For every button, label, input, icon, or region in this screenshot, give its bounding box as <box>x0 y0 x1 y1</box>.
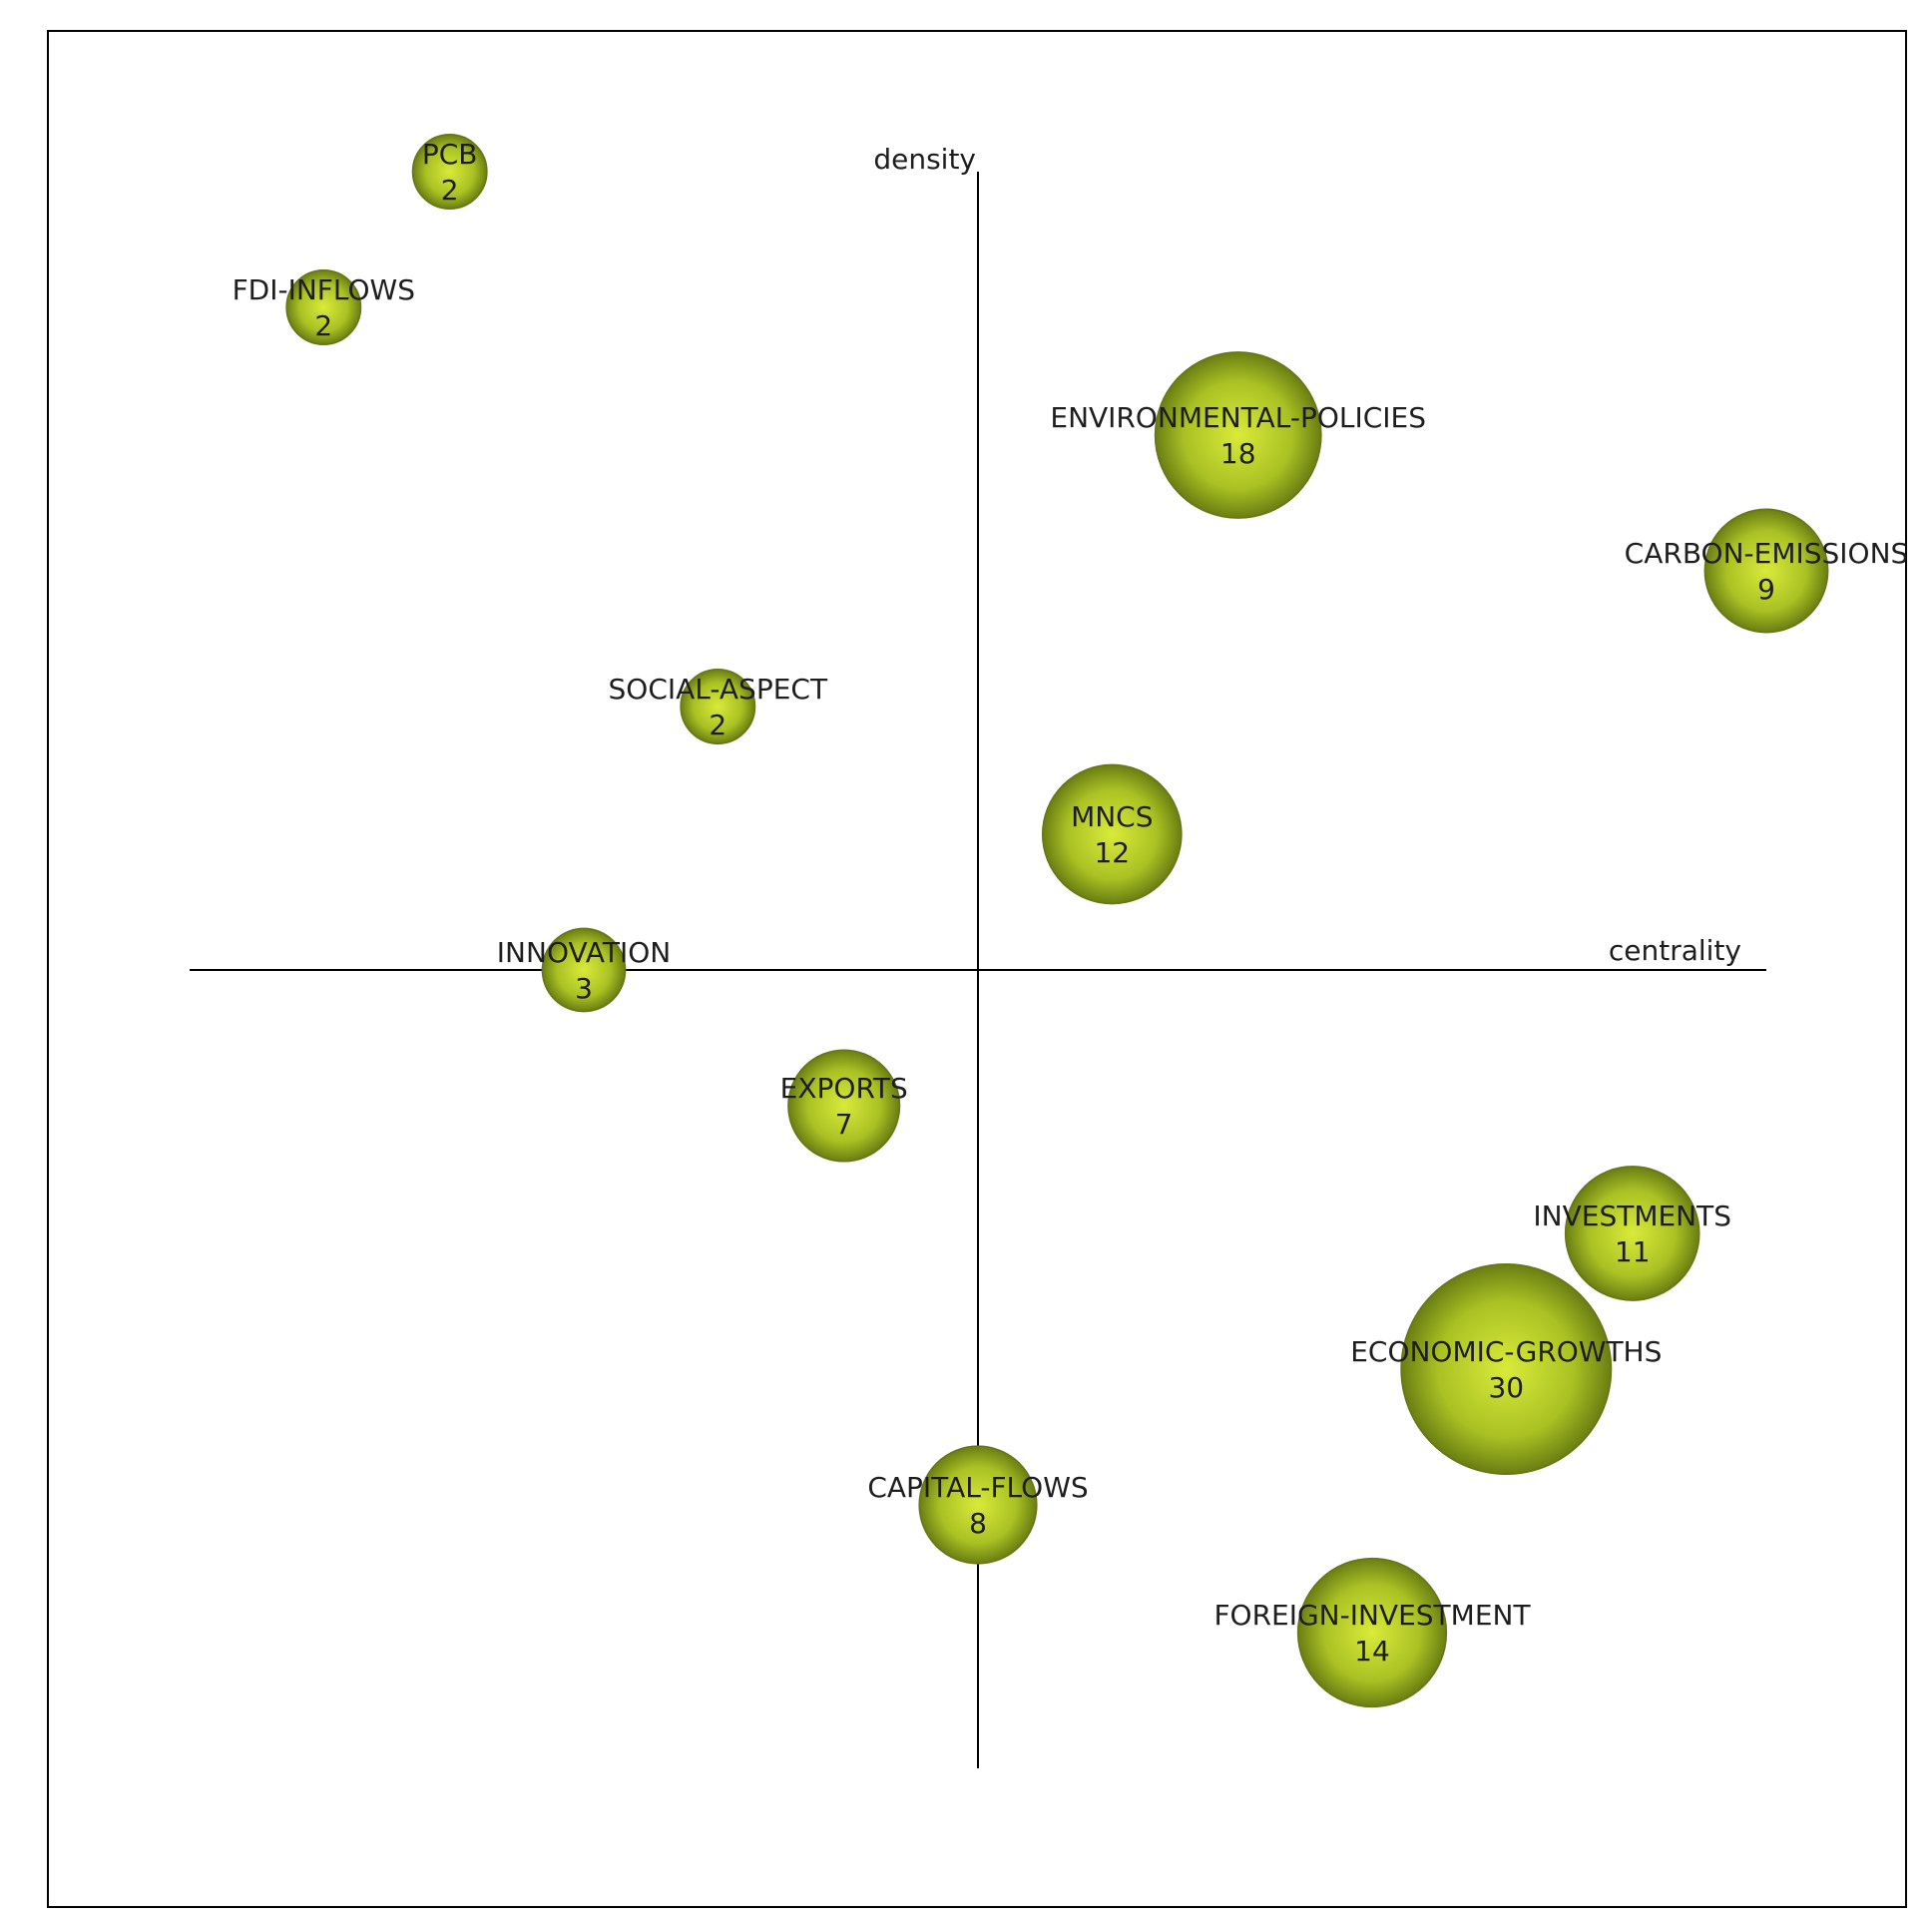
bubble-label-pcb: PCB <box>422 138 478 171</box>
bubble-count-fdi-inflows: 2 <box>314 309 332 342</box>
bubble-labels: PCB2FDI-INFLOWS2ENVIRONMENTAL-POLICIES18… <box>233 138 1909 1668</box>
bubble-count-foreign-investment: 14 <box>1354 1635 1390 1668</box>
x-axis-label: centrality <box>1609 934 1741 967</box>
bubble-label-environmental-policies: ENVIRONMENTAL-POLICIES <box>1050 401 1426 434</box>
bubble-label-mncs: MNCS <box>1071 800 1153 833</box>
bubble-count-economic-growths: 30 <box>1488 1371 1524 1404</box>
bubble-label-economic-growths: ECONOMIC-GROWTHS <box>1350 1335 1662 1368</box>
bubble-carbon-emissions <box>1703 508 1829 634</box>
bubble-count-mncs: 12 <box>1094 836 1130 869</box>
bubble-count-pcb: 2 <box>441 174 459 207</box>
bubble-label-fdi-inflows: FDI-INFLOWS <box>233 273 415 306</box>
bubble-label-foreign-investment: FOREIGN-INVESTMENT <box>1213 1599 1531 1632</box>
bubble-count-investments: 11 <box>1615 1235 1651 1268</box>
bubble-foreign-investment <box>1296 1557 1448 1708</box>
bubble-count-innovation: 3 <box>575 972 593 1005</box>
bubble-label-social-aspect: SOCIAL-ASPECT <box>609 673 828 706</box>
bubble-capital-flows <box>918 1445 1038 1565</box>
bubble-count-capital-flows: 8 <box>969 1507 987 1540</box>
bubble-label-carbon-emissions: CARBON-EMISSIONS <box>1625 537 1909 570</box>
bubble-count-social-aspect: 2 <box>709 709 726 741</box>
y-axis-label: density <box>873 143 976 176</box>
bubble-label-investments: INVESTMENTS <box>1533 1200 1731 1232</box>
bubble-label-exports: EXPORTS <box>780 1072 908 1105</box>
bubble-label-innovation: INNOVATION <box>497 936 671 969</box>
bubble-count-carbon-emissions: 9 <box>1757 573 1775 606</box>
plot-frame <box>47 30 1907 1908</box>
bubble-fdi-inflows <box>285 269 362 345</box>
bubble-label-capital-flows: CAPITAL-FLOWS <box>867 1471 1088 1504</box>
bubble-economic-growths <box>1400 1263 1613 1475</box>
bubble-count-environmental-policies: 18 <box>1220 437 1256 470</box>
bubble-mncs <box>1041 763 1183 905</box>
bubbles <box>285 134 1829 1708</box>
bubble-exports <box>787 1049 901 1163</box>
bubble-environmental-policies <box>1154 351 1322 519</box>
bubble-social-aspect <box>680 669 756 744</box>
bubble-innovation <box>541 927 627 1013</box>
bubble-investments <box>1564 1166 1700 1301</box>
bubble-pcb <box>411 134 488 210</box>
bubble-count-exports: 7 <box>835 1108 853 1141</box>
